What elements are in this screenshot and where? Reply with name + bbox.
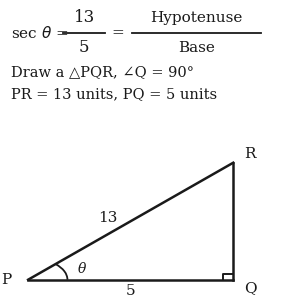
Text: Draw a △PQR, ∠Q = 90°: Draw a △PQR, ∠Q = 90° (11, 65, 194, 79)
Text: Base: Base (178, 41, 215, 55)
Text: R: R (244, 147, 256, 161)
Text: P: P (1, 273, 11, 287)
Text: 13: 13 (74, 10, 95, 26)
Text: sec $\theta$ =: sec $\theta$ = (11, 25, 69, 41)
Text: θ: θ (77, 262, 86, 276)
Text: Hypotenuse: Hypotenuse (151, 11, 243, 25)
Text: 5: 5 (126, 284, 135, 298)
Text: 13: 13 (99, 211, 118, 225)
Text: 5: 5 (79, 40, 90, 56)
Text: =: = (112, 26, 124, 40)
Text: Q: Q (244, 281, 257, 295)
Text: PR = 13 units, PQ = 5 units: PR = 13 units, PQ = 5 units (11, 88, 217, 101)
